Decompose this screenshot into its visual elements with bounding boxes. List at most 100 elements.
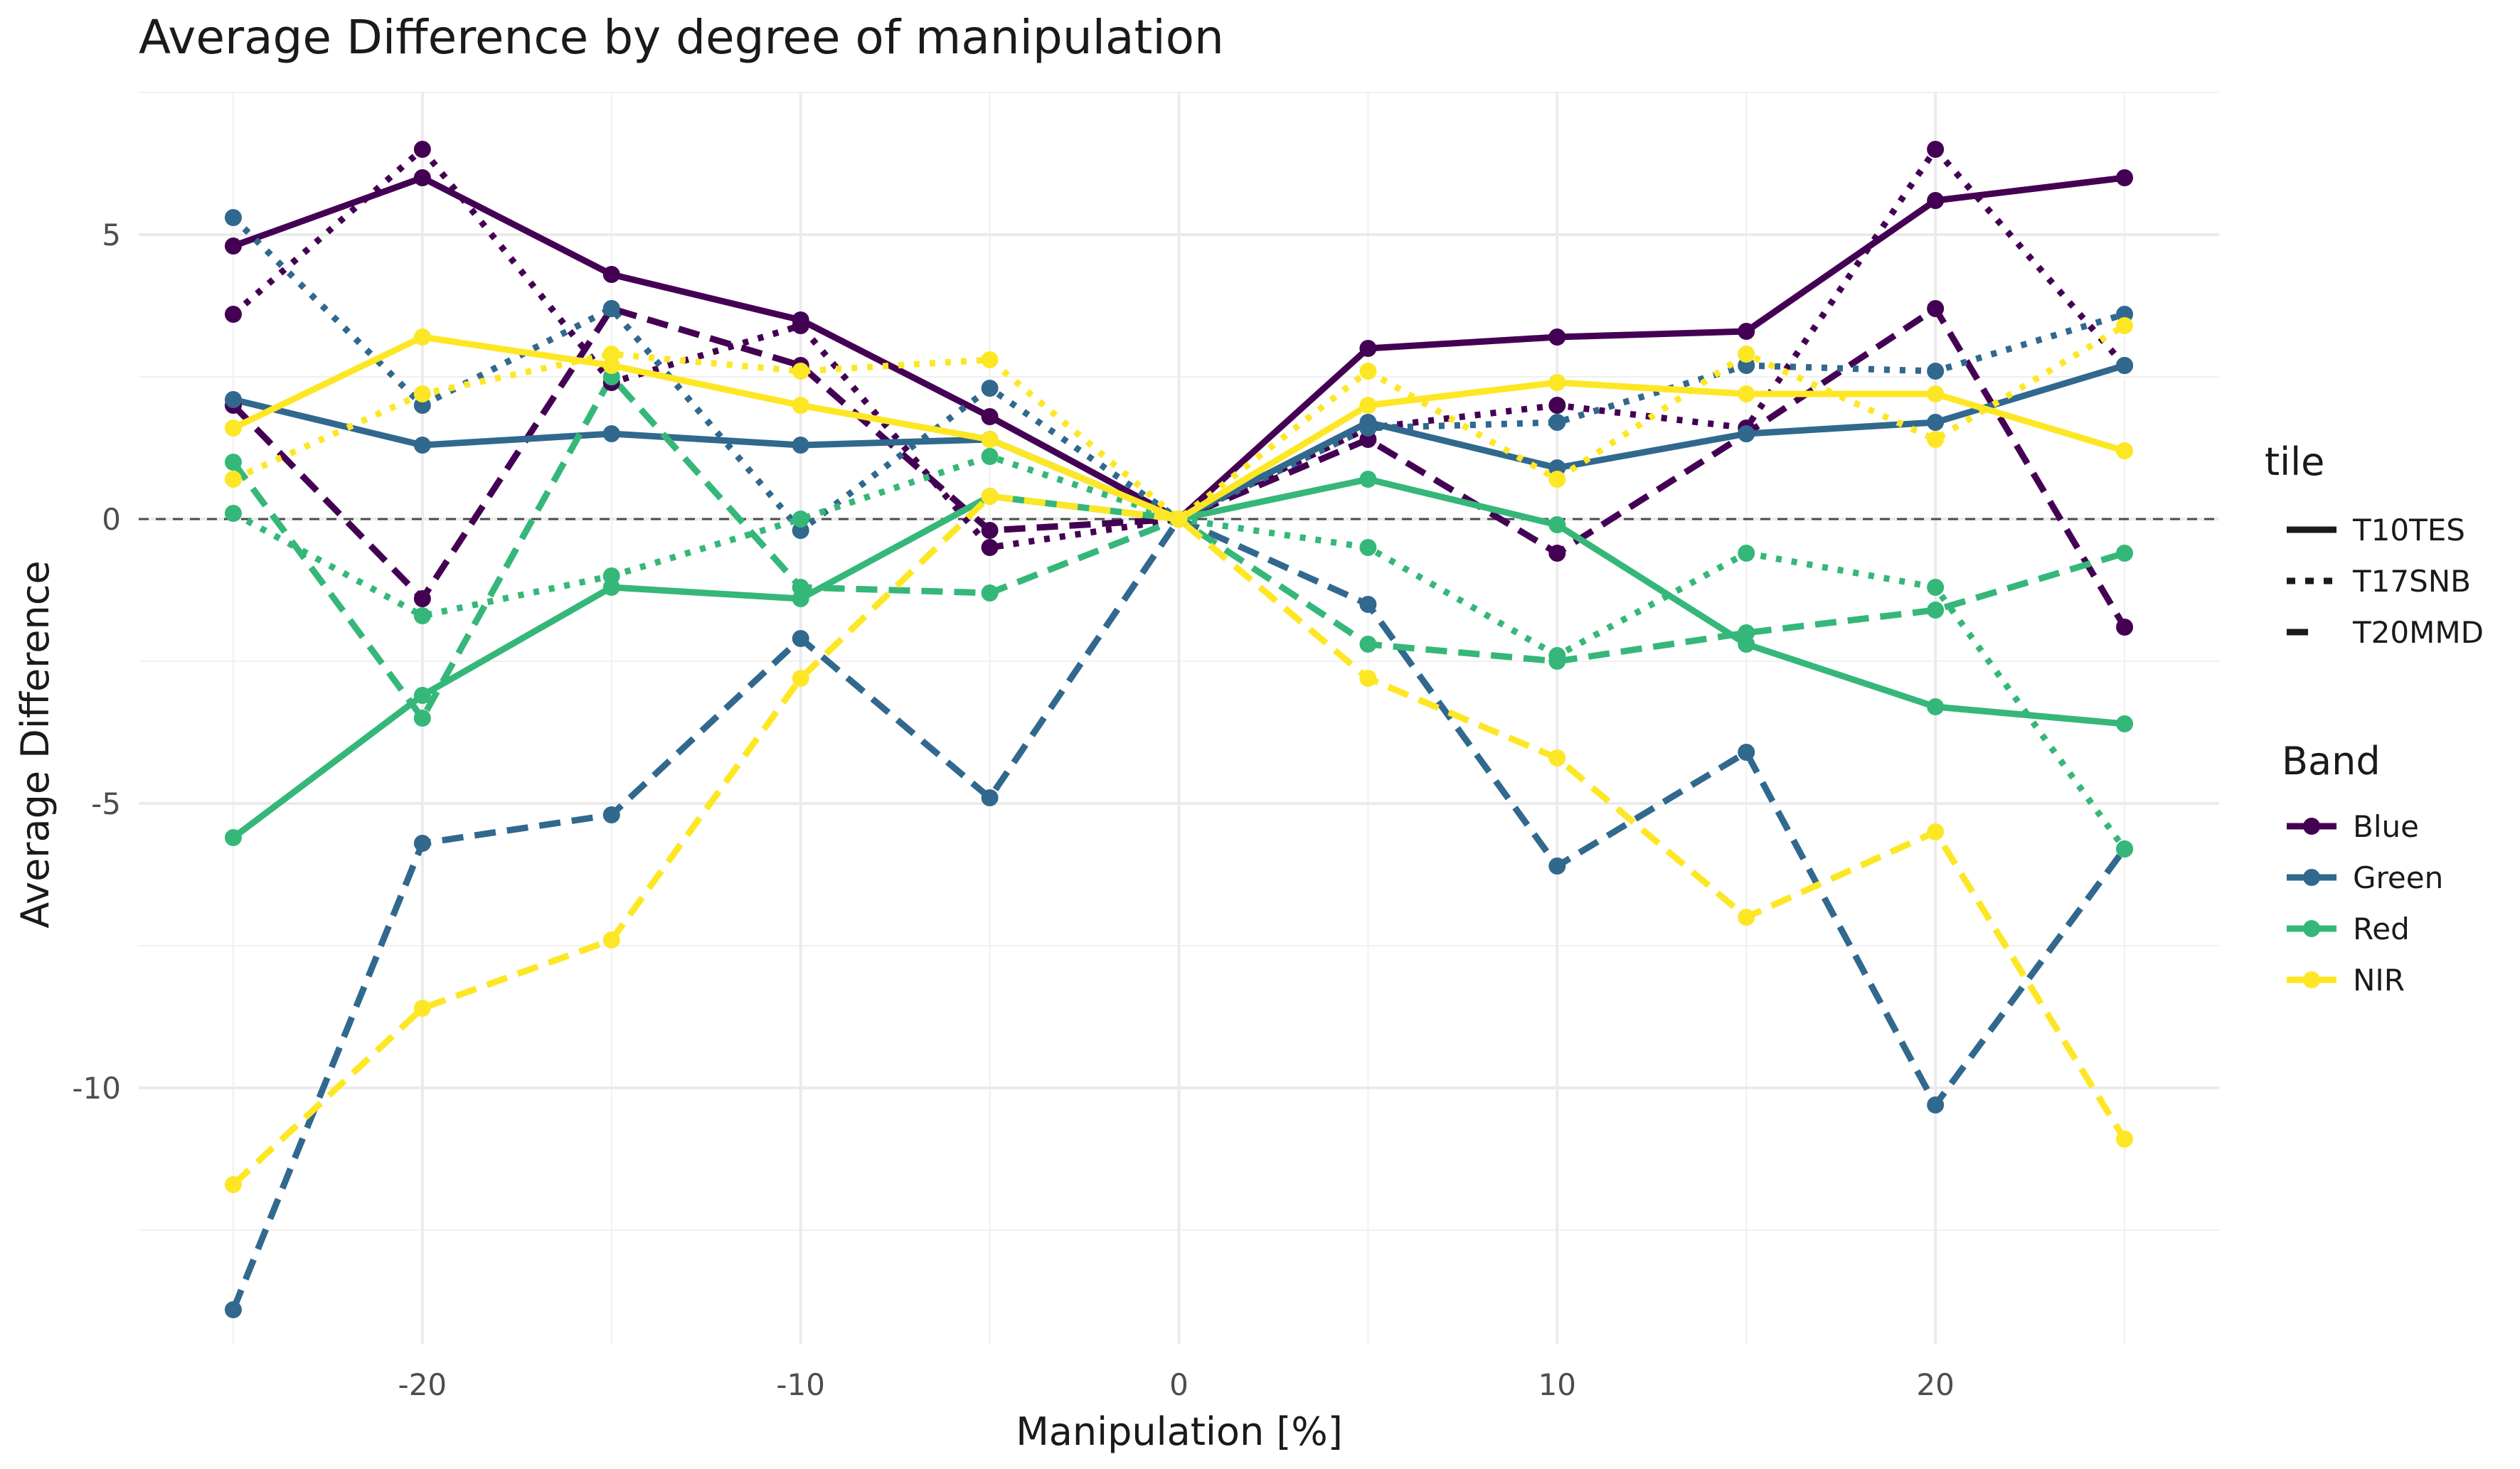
legend-band: Band Blue Green Red NIR	[2282, 739, 2443, 998]
data-point-red-t17snb	[1927, 579, 1945, 596]
data-point-nir-t10tes	[1738, 385, 1755, 402]
data-point-blue-t17snb	[792, 317, 809, 334]
x-tick-label: -20	[398, 1367, 447, 1402]
y-tick-label: -10	[72, 1071, 121, 1106]
data-point-nir-t17snb	[981, 351, 999, 368]
data-point-green-t10tes	[2116, 357, 2134, 374]
data-point-green-t10tes	[602, 425, 620, 442]
data-point-nir-t17snb	[224, 471, 242, 488]
legend-label-green: Green	[2353, 860, 2443, 895]
data-point-nir-t10tes	[981, 431, 999, 448]
data-point-red-t20mmd	[413, 710, 431, 727]
data-point-blue-t17snb	[413, 141, 431, 158]
series-line-green-t20mmd	[230, 516, 2127, 1311]
data-point-nir-t10tes	[413, 328, 431, 346]
legend-dot-red	[2303, 920, 2320, 937]
data-point-nir-t10tes	[1359, 397, 1377, 414]
x-tick-label: 20	[1916, 1367, 1954, 1402]
data-point-blue-t20mmd	[2116, 619, 2134, 636]
data-point-red-t17snb	[2116, 840, 2134, 858]
data-point-blue-t17snb	[224, 306, 242, 323]
data-point-green-t20mmd	[1359, 596, 1377, 613]
chart-title: Average Difference by degree of manipula…	[139, 10, 1224, 65]
data-point-blue-t10tes	[1359, 340, 1377, 357]
x-tick-label: 0	[1169, 1367, 1189, 1402]
data-point-green-t10tes	[413, 437, 431, 454]
data-point-nir-t17snb	[1548, 471, 1566, 488]
data-point-blue-t20mmd	[413, 590, 431, 607]
data-point-green-t10tes	[1738, 425, 1755, 442]
data-point-red-t10tes	[224, 829, 242, 846]
data-point-green-t17snb	[224, 209, 242, 226]
data-point-blue-t20mmd	[1548, 545, 1566, 562]
data-point-red-t17snb	[224, 505, 242, 522]
data-point-red-t20mmd	[224, 454, 242, 471]
data-point-red-t20mmd	[1548, 653, 1566, 670]
data-point-nir-t20mmd	[1548, 749, 1566, 766]
data-point-green-t10tes	[792, 437, 809, 454]
data-point-red-t20mmd	[792, 579, 809, 596]
data-point-blue-t10tes	[981, 408, 999, 425]
legend-tile-title: tile	[2265, 439, 2324, 484]
data-point-green-t20mmd	[1738, 744, 1755, 761]
data-point-nir-t20mmd	[981, 488, 999, 505]
data-point-nir-t10tes	[792, 397, 809, 414]
data-point-red-t10tes	[1359, 471, 1377, 488]
data-point-green-t10tes	[1927, 414, 1945, 431]
legend-band-items: Blue Green Red NIR	[2287, 809, 2443, 998]
data-point-green-t17snb	[602, 300, 620, 317]
data-point-red-t20mmd	[1738, 624, 1755, 641]
data-point-red-t20mmd	[1927, 602, 1945, 619]
data-point-blue-t17snb	[1927, 141, 1945, 158]
data-point-nir-t20mmd	[792, 670, 809, 687]
data-point-blue-t20mmd	[981, 522, 999, 539]
data-point-green-t20mmd	[981, 789, 999, 806]
data-point-red-t17snb	[981, 448, 999, 465]
data-point-blue-t10tes	[2116, 169, 2134, 186]
x-tick-label: -10	[776, 1367, 825, 1402]
data-point-blue-t10tes	[224, 237, 242, 255]
data-point-blue-t10tes	[413, 169, 431, 186]
data-point-red-t20mmd	[981, 584, 999, 602]
data-point-green-t20mmd	[413, 835, 431, 852]
data-point-red-t10tes	[1927, 698, 1945, 715]
data-point-blue-t17snb	[1548, 397, 1566, 414]
legend-label-nir: NIR	[2353, 963, 2405, 998]
legend-dot-blue	[2303, 818, 2320, 835]
data-point-nir-t10tes	[1927, 385, 1945, 402]
data-point-nir-t20mmd	[2116, 1131, 2134, 1148]
y-tick-label: 0	[102, 502, 121, 537]
data-point-nir-t10tes	[224, 420, 242, 437]
data-point-blue-t10tes	[602, 266, 620, 283]
y-axis-title: Average Difference	[13, 560, 58, 928]
data-point-green-t20mmd	[224, 1301, 242, 1318]
data-point-nir-t17snb	[1738, 346, 1755, 363]
data-point-nir-t20mmd	[413, 1000, 431, 1017]
data-point-red-t20mmd	[1359, 636, 1377, 653]
data-point-nir-t20mmd	[1359, 670, 1377, 687]
data-point-red-t17snb	[1738, 545, 1755, 562]
data-point-nir-t17snb	[413, 385, 431, 402]
data-point-nir-t20mmd	[224, 1176, 242, 1193]
data-point-red-t17snb	[1359, 539, 1377, 556]
data-point-blue-t10tes	[1738, 323, 1755, 340]
data-point-blue-t20mmd	[1927, 300, 1945, 317]
legend-dot-green	[2303, 869, 2320, 886]
data-point-nir-t20mmd	[1170, 511, 1188, 528]
x-axis-ticks: -20 -10 0 10 20	[398, 1367, 1955, 1402]
data-point-nir-t17snb	[1927, 431, 1945, 448]
data-point-green-t10tes	[224, 391, 242, 408]
data-point-red-t17snb	[413, 607, 431, 624]
data-point-blue-t10tes	[1548, 328, 1566, 346]
data-point-red-t10tes	[2116, 715, 2134, 732]
series-points	[224, 141, 2134, 1318]
data-point-nir-t17snb	[792, 363, 809, 380]
data-point-green-t20mmd	[602, 806, 620, 823]
data-point-nir-t10tes	[2116, 442, 2134, 459]
legend-label-t10tes: T10TES	[2352, 513, 2465, 547]
data-point-nir-t20mmd	[602, 931, 620, 949]
data-point-nir-t10tes	[1548, 374, 1566, 391]
data-point-red-t17snb	[602, 567, 620, 584]
legend-label-t17snb: T17SNB	[2352, 564, 2471, 599]
